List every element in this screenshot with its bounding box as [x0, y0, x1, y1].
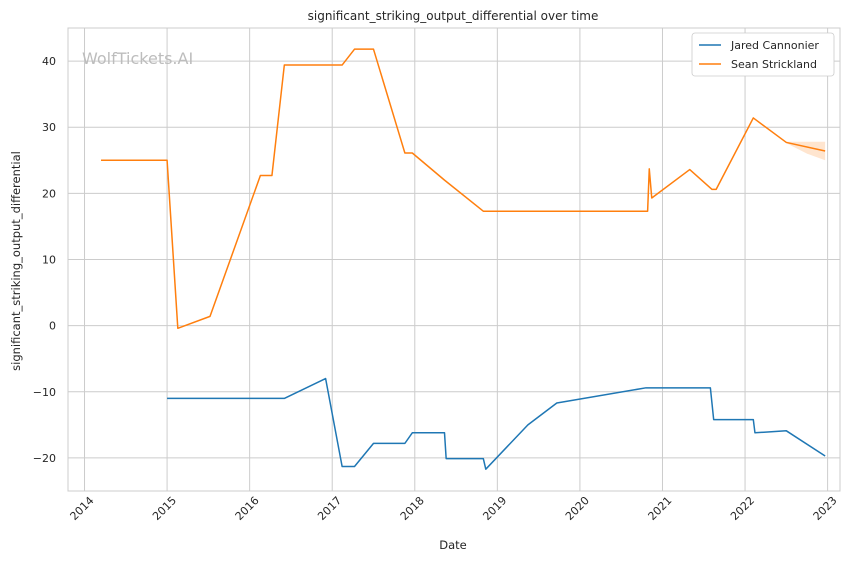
y-tick-label: 30 — [42, 121, 56, 134]
watermark: WolfTickets.AI — [82, 49, 193, 68]
legend-label-sean-strickland: Sean Strickland — [731, 58, 817, 71]
y-tick-label: 40 — [42, 55, 56, 68]
series-lines — [101, 48, 826, 470]
grid — [68, 28, 840, 491]
y-tick-label: 0 — [49, 320, 56, 333]
plot-frame — [67, 27, 841, 492]
x-axis-label: Date — [439, 538, 467, 552]
sean-strickland-confidence-band — [786, 141, 826, 161]
y-axis-ticks: −20 −10 0 10 20 30 40 — [33, 55, 56, 465]
jared-cannonier-line — [167, 377, 826, 470]
legend: Jared Cannonier Sean Strickland — [691, 32, 835, 77]
legend-label-jared-cannonier: Jared Cannonier — [730, 39, 819, 52]
y-tick-label: 20 — [42, 187, 56, 200]
y-tick-label: −10 — [33, 386, 56, 399]
chart-title: significant_striking_output_differential… — [308, 9, 599, 23]
confidence-bands — [786, 141, 826, 161]
y-tick-label: 10 — [42, 254, 56, 267]
y-tick-label: −20 — [33, 452, 56, 465]
sean-strickland-line — [101, 48, 826, 330]
legend-box — [691, 32, 835, 77]
y-axis-label: significant_striking_output_differential — [9, 151, 23, 371]
